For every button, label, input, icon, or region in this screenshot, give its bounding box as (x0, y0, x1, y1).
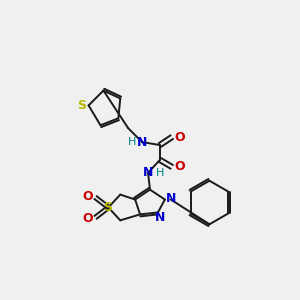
Text: O: O (82, 190, 93, 203)
Text: O: O (174, 160, 185, 173)
Text: H: H (156, 168, 164, 178)
Text: O: O (82, 212, 93, 225)
Text: N: N (143, 166, 153, 179)
Text: N: N (155, 211, 165, 224)
Text: O: O (174, 130, 185, 144)
Text: N: N (137, 136, 147, 148)
Text: S: S (77, 99, 86, 112)
Text: H: H (128, 137, 136, 147)
Text: S: S (103, 201, 112, 214)
Text: N: N (166, 192, 176, 205)
